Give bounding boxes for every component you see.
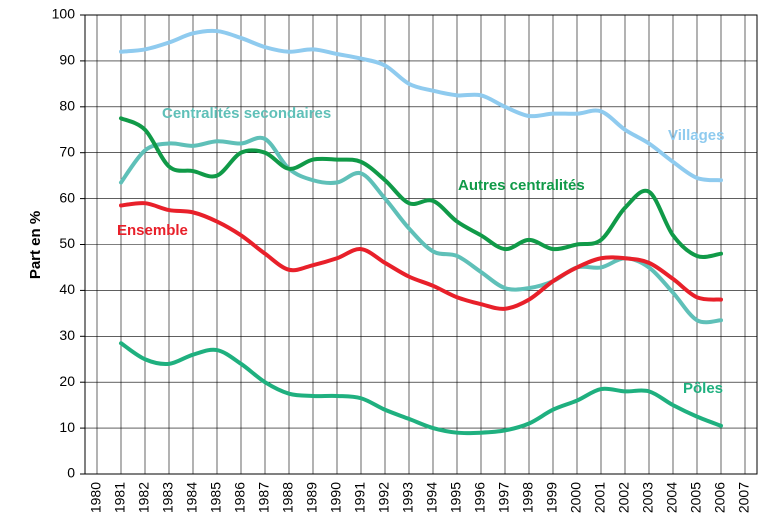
x-tick-label: 1987 [256,482,272,513]
x-tick-label: 1996 [472,482,488,513]
y-tick-label: 90 [59,52,75,68]
x-tick-label: 1994 [424,482,440,513]
x-tick-label: 1989 [304,482,320,513]
series-label: Autres centralités [458,177,585,194]
line-series [119,201,723,311]
x-tick-label: 2007 [736,482,752,513]
x-tick-label: 2001 [592,482,608,513]
x-tick-label: 1995 [448,482,464,513]
series-label: Villages [668,127,724,144]
y-tick-label: 70 [59,143,75,159]
y-tick-label: 100 [52,6,76,22]
x-tick-label: 1980 [88,482,104,513]
y-tick-label: 10 [59,419,75,435]
x-tick-label: 1988 [280,482,296,513]
x-tick-label: 1999 [544,482,560,513]
line-series [119,135,723,325]
x-tick-label: 1997 [496,482,512,513]
y-axis-label: Part en % [27,211,44,279]
x-tick-label: 2000 [568,482,584,513]
x-tick-label: 1993 [400,482,416,513]
y-tick-label: 80 [59,98,75,114]
y-tick-label: 30 [59,327,75,343]
plot-border [84,14,758,475]
line-series [119,28,723,183]
x-tick-label: 1991 [352,482,368,513]
series-label: Centralités secondaires [162,105,331,122]
x-tick-label: 2006 [712,482,728,513]
x-tick-label: 1984 [184,482,200,513]
x-tick-label: 2005 [688,482,704,513]
x-tick-label: 1981 [112,482,128,513]
y-tick-label: 20 [59,373,75,389]
x-tick-label: 2003 [640,482,656,513]
line-series [119,341,723,436]
y-tick-label: 60 [59,189,75,205]
x-tick-label: 2004 [664,482,680,513]
x-tick-label: 1990 [328,482,344,513]
series-label: Ensemble [117,222,188,239]
y-tick-label: 40 [59,281,75,297]
y-tick-label: 50 [59,235,75,251]
y-tick-label: 0 [67,465,75,481]
x-tick-label: 1998 [520,482,536,513]
x-tick-label: 2002 [616,482,632,513]
x-tick-label: 1983 [160,482,176,513]
x-tick-label: 1985 [208,482,224,513]
series-label: Pôles [683,380,723,397]
line-series [119,116,723,259]
x-tick-label: 1992 [376,482,392,513]
x-tick-label: 1986 [232,482,248,513]
x-tick-label: 1982 [136,482,152,513]
